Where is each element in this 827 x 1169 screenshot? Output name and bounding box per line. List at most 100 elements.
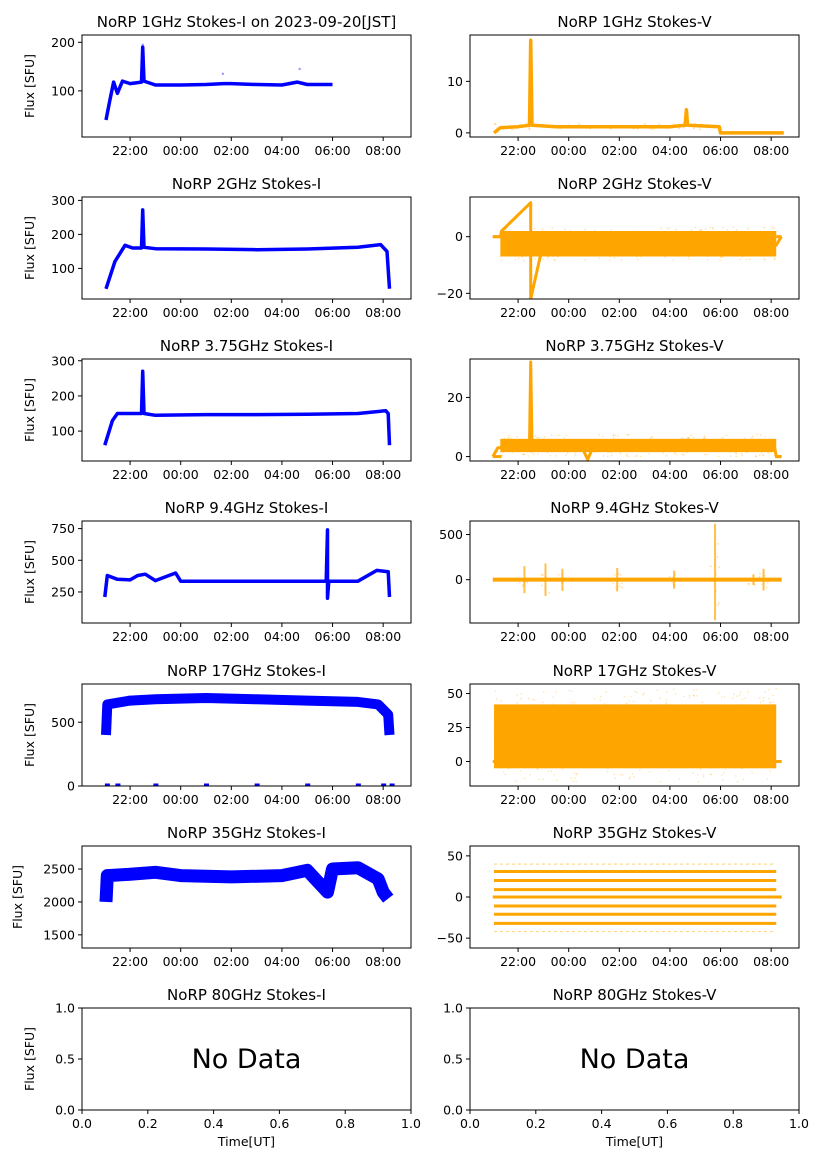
- scatter-point: [508, 443, 511, 446]
- scatter-point: [759, 701, 762, 704]
- scatter-point: [714, 233, 716, 236]
- scatter-point: [518, 442, 521, 444]
- y-tick-label: 1.0: [55, 1001, 75, 1016]
- x-tick-label: 22:00: [112, 629, 148, 644]
- scatter-point: [671, 234, 674, 237]
- scatter-point: [526, 450, 529, 453]
- scatter-point: [692, 689, 695, 691]
- series-line: [103, 369, 392, 446]
- scatter-point: [617, 572, 620, 575]
- scatter-point: [568, 230, 570, 233]
- scatter-point: [628, 766, 630, 769]
- scatter-point: [682, 454, 685, 456]
- scatter-point: [503, 437, 506, 440]
- scatter-point: [511, 744, 513, 747]
- scatter-point: [536, 436, 538, 439]
- scatter-point: [746, 704, 749, 707]
- scatter-point: [723, 739, 726, 741]
- scatter-point: [686, 437, 689, 440]
- scatter-point: [724, 757, 727, 760]
- scatter-point: [729, 447, 732, 449]
- scatter-point: [648, 234, 650, 237]
- scatter-point: [544, 759, 547, 761]
- x-tick-label: 00:00: [163, 792, 199, 807]
- scatter-point: [595, 246, 598, 248]
- scatter-point: [741, 454, 744, 457]
- scatter-point: [665, 705, 668, 708]
- scatter-point: [610, 244, 613, 246]
- scatter-point: [576, 753, 579, 755]
- scatter-point: [649, 751, 651, 754]
- scatter-point: [514, 439, 517, 441]
- scatter-point: [557, 239, 560, 242]
- x-tick-label: 08:00: [753, 467, 789, 482]
- scatter-point: [676, 722, 679, 725]
- scatter-point: [692, 235, 695, 238]
- scatter-point: [500, 700, 502, 702]
- scatter-point: [612, 434, 614, 437]
- scatter-point: [538, 709, 541, 711]
- scatter-point: [608, 442, 611, 444]
- x-tick-label: 0.2: [138, 1116, 158, 1131]
- scatter-point: [568, 689, 571, 692]
- scatter-point: [732, 693, 735, 696]
- scatter-point: [677, 708, 680, 711]
- scatter-point: [754, 744, 756, 746]
- scatter-point: [717, 714, 719, 717]
- scatter-point: [727, 722, 729, 725]
- scatter-point: [589, 710, 591, 713]
- scatter-point: [723, 249, 726, 251]
- scatter-point: [753, 579, 755, 581]
- scatter-point: [626, 126, 629, 129]
- x-tick-label: 08:00: [753, 954, 789, 969]
- scatter-point: [677, 245, 680, 247]
- scatter-point: [635, 230, 637, 233]
- y-tick-label: −20: [437, 286, 463, 301]
- scatter-point: [745, 716, 748, 719]
- scatter-point: [762, 573, 765, 576]
- scatter-point: [664, 256, 667, 259]
- scatter-point: [639, 769, 641, 771]
- scatter-point: [547, 739, 549, 741]
- scatter-point: [543, 439, 545, 441]
- scatter-point: [633, 722, 636, 724]
- scatter-point: [758, 440, 760, 443]
- scatter-point: [745, 240, 747, 242]
- scatter-point: [733, 735, 735, 738]
- scatter-point: [607, 737, 610, 740]
- scatter-point: [586, 444, 589, 446]
- x-tick-label: 22:00: [500, 467, 536, 482]
- axes-frame: [81, 358, 412, 462]
- scatter-point: [610, 229, 613, 231]
- scatter-point: [731, 443, 733, 446]
- scatter-point: [659, 697, 661, 699]
- scatter-point: [536, 453, 539, 455]
- scatter-point: [703, 437, 706, 440]
- scatter-point: [596, 733, 599, 736]
- x-tick-label: 00:00: [551, 305, 587, 320]
- scatter-point: [708, 742, 710, 745]
- scatter-point: [707, 233, 710, 235]
- x-tick-label: 06:00: [703, 792, 739, 807]
- x-tick-label: 08:00: [753, 629, 789, 644]
- scatter-point: [564, 228, 566, 231]
- scatter-point: [744, 697, 747, 700]
- scatter-point: [668, 575, 671, 578]
- scatter-point: [512, 239, 514, 241]
- scatter-point: [542, 444, 544, 447]
- x-tick-label: 08:00: [753, 305, 789, 320]
- x-tick-label: 04:00: [264, 954, 300, 969]
- scatter-point: [696, 248, 698, 251]
- scatter-point: [604, 703, 606, 705]
- scatter-point: [500, 231, 502, 234]
- scatter-point: [571, 751, 573, 753]
- scatter-point: [597, 125, 599, 128]
- scatter-point: [520, 697, 522, 700]
- scatter-point: [539, 736, 542, 738]
- scatter-point: [571, 780, 574, 782]
- scatter-point: [773, 245, 776, 248]
- scatter-point: [553, 259, 556, 261]
- scatter-point: [628, 455, 630, 458]
- scatter-point: [625, 708, 628, 710]
- scatter-point: [655, 252, 658, 255]
